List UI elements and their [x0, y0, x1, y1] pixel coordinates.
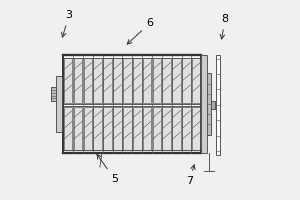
Bar — [51, 87, 56, 101]
Bar — [83, 107, 92, 150]
Bar — [113, 58, 122, 103]
Bar — [182, 58, 191, 103]
Bar — [162, 107, 171, 150]
Bar — [93, 58, 102, 103]
Text: 3: 3 — [61, 10, 73, 37]
Bar — [216, 55, 220, 155]
Bar — [182, 107, 191, 150]
Bar — [143, 107, 152, 150]
Bar — [74, 58, 82, 103]
Bar — [103, 58, 112, 103]
Bar — [192, 58, 201, 103]
Text: 8: 8 — [220, 14, 229, 39]
Bar — [143, 58, 152, 103]
Bar — [113, 107, 122, 150]
Text: 6: 6 — [127, 18, 154, 44]
Text: 5: 5 — [97, 154, 118, 184]
Bar — [162, 58, 171, 103]
Bar — [201, 55, 207, 153]
Bar — [93, 107, 102, 150]
Bar — [211, 101, 215, 109]
Bar — [153, 58, 161, 103]
Bar — [133, 58, 142, 103]
Bar — [192, 107, 201, 150]
Bar — [123, 58, 132, 103]
Bar — [74, 107, 82, 150]
Bar — [64, 58, 73, 103]
Bar — [56, 76, 63, 132]
Bar — [133, 107, 142, 150]
Text: 7: 7 — [186, 165, 195, 186]
Bar — [123, 107, 132, 150]
Bar — [103, 107, 112, 150]
Bar — [172, 58, 181, 103]
Bar — [63, 55, 201, 153]
Bar — [64, 107, 73, 150]
Bar — [83, 58, 92, 103]
Bar — [207, 73, 211, 135]
Bar — [153, 107, 161, 150]
Bar — [172, 107, 181, 150]
